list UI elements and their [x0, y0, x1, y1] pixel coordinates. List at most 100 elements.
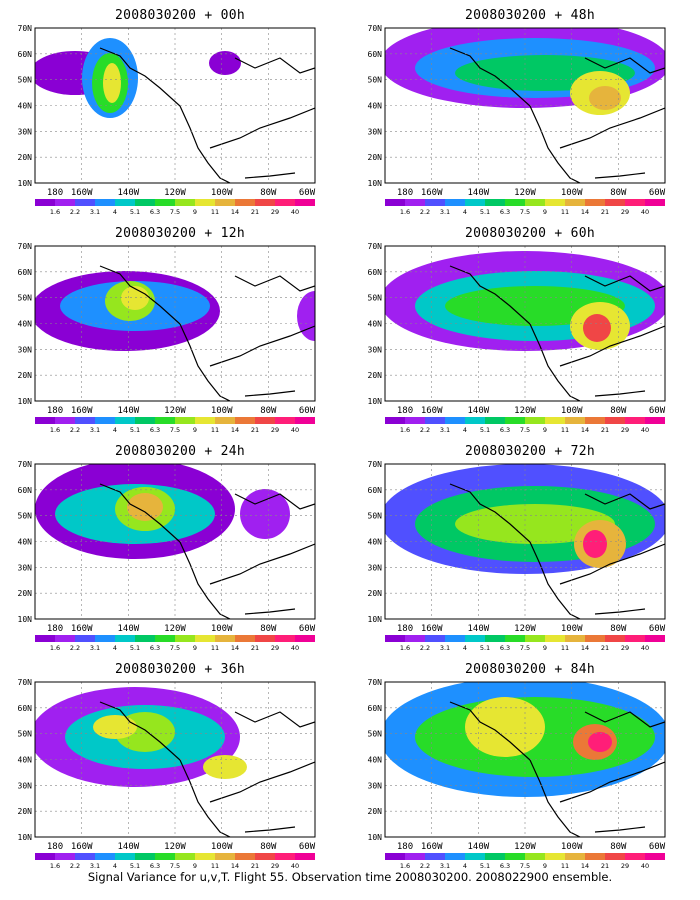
lon-label: 180	[397, 842, 413, 852]
legend-swatch	[195, 853, 215, 860]
legend-label: 11	[211, 644, 219, 652]
legend-label: 6.3	[150, 208, 160, 216]
variance-map: 70N 60N 50N 40N 30N 20N 10N 180 160W 140W 120W 100W…	[18, 24, 316, 216]
legend-swatch	[585, 635, 605, 642]
legend-label: 14	[231, 644, 239, 652]
legend-swatch	[135, 635, 155, 642]
legend-label: 29	[621, 208, 629, 216]
legend-swatch	[95, 635, 115, 642]
legend-swatch	[565, 199, 585, 206]
legend-swatch	[625, 853, 645, 860]
legend-swatch	[405, 853, 425, 860]
lon-label: 100W	[561, 624, 583, 634]
legend-label: 1.6	[400, 426, 410, 434]
legend-swatch	[545, 417, 565, 424]
legend-label: 11	[211, 208, 219, 216]
legend-swatch	[465, 635, 485, 642]
lat-label: 50N	[368, 512, 383, 521]
legend-swatch	[605, 853, 625, 860]
lon-label: 60W	[299, 188, 316, 198]
lon-label: 80W	[610, 842, 627, 852]
legend-swatch	[35, 853, 55, 860]
legend-label: 9	[193, 208, 197, 216]
lon-label: 80W	[610, 406, 627, 416]
legend-label: 9	[193, 862, 197, 870]
lat-label: 20N	[18, 589, 33, 598]
lat-label: 70N	[368, 460, 383, 469]
lon-label: 60W	[299, 624, 316, 634]
legend-label: 6.3	[500, 426, 510, 434]
legend-label: 21	[601, 426, 609, 434]
variance-map: 70N 60N 50N 40N 30N 20N 10N 180 160W 140W 120W 100W…	[18, 242, 316, 434]
legend-label: 14	[581, 862, 589, 870]
lat-label: 60N	[18, 486, 33, 495]
legend-label: 5.1	[130, 426, 140, 434]
legend-swatch	[295, 417, 315, 424]
legend-label: 5.1	[130, 862, 140, 870]
lat-label: 70N	[368, 678, 383, 687]
legend-label: 4	[113, 644, 117, 652]
lat-label: 30N	[368, 345, 383, 354]
legend-label: 1.6	[50, 208, 60, 216]
legend-label: 4	[113, 208, 117, 216]
legend-label: 21	[601, 644, 609, 652]
legend-label: 14	[231, 862, 239, 870]
legend-label: 1.6	[50, 862, 60, 870]
lon-label: 100W	[561, 406, 583, 416]
legend-label: 2.2	[420, 644, 430, 652]
legend-swatch	[195, 635, 215, 642]
legend-label: 5.1	[130, 644, 140, 652]
lon-label: 160W	[421, 624, 443, 634]
legend-label: 29	[271, 208, 279, 216]
legend-swatch	[55, 199, 75, 206]
lon-label: 140W	[117, 624, 139, 634]
lat-label: 30N	[18, 781, 33, 790]
legend-label: 29	[271, 426, 279, 434]
legend-swatch	[385, 417, 405, 424]
lon-label: 60W	[299, 406, 316, 416]
panel-title: 2008030200 + 72h	[464, 444, 596, 459]
legend-swatch	[525, 417, 545, 424]
lat-label: 60N	[18, 268, 33, 277]
lat-label: 30N	[18, 345, 33, 354]
legend-swatch	[95, 417, 115, 424]
legend-label: 9	[543, 208, 547, 216]
legend-swatch	[525, 635, 545, 642]
legend-label: 6.3	[150, 426, 160, 434]
legend-swatch	[115, 199, 135, 206]
coastline	[99, 265, 315, 401]
legend-swatch	[115, 417, 135, 424]
lon-label: 140W	[117, 406, 139, 416]
lat-label: 70N	[368, 242, 383, 251]
legend-swatch	[255, 853, 275, 860]
legend-label: 40	[291, 426, 299, 434]
variance-contour	[583, 314, 611, 342]
legend-swatch	[95, 853, 115, 860]
legend-label: 40	[291, 644, 299, 652]
legend-swatch	[75, 199, 95, 206]
legend-label: 11	[561, 862, 569, 870]
legend-swatch	[505, 635, 525, 642]
lon-label: 140W	[117, 842, 139, 852]
lat-label: 30N	[368, 563, 383, 572]
legend-swatch	[405, 417, 425, 424]
variance-contour	[103, 63, 121, 103]
lon-label: 100W	[561, 188, 583, 198]
legend-label: 1.6	[50, 644, 60, 652]
lon-label: 160W	[71, 624, 93, 634]
variance-contour	[240, 489, 290, 539]
legend-swatch	[235, 199, 255, 206]
legend-label: 11	[561, 426, 569, 434]
legend-label: 2.2	[70, 208, 80, 216]
legend-swatch	[625, 417, 645, 424]
legend-swatch	[465, 199, 485, 206]
lon-label: 160W	[71, 188, 93, 198]
lon-label: 160W	[421, 188, 443, 198]
legend-swatch	[645, 853, 665, 860]
lon-label: 140W	[467, 406, 489, 416]
lon-label: 180	[47, 842, 63, 852]
legend-swatch	[385, 853, 405, 860]
lon-label: 100W	[211, 624, 233, 634]
legend-swatch	[385, 635, 405, 642]
lat-label: 50N	[368, 294, 383, 303]
